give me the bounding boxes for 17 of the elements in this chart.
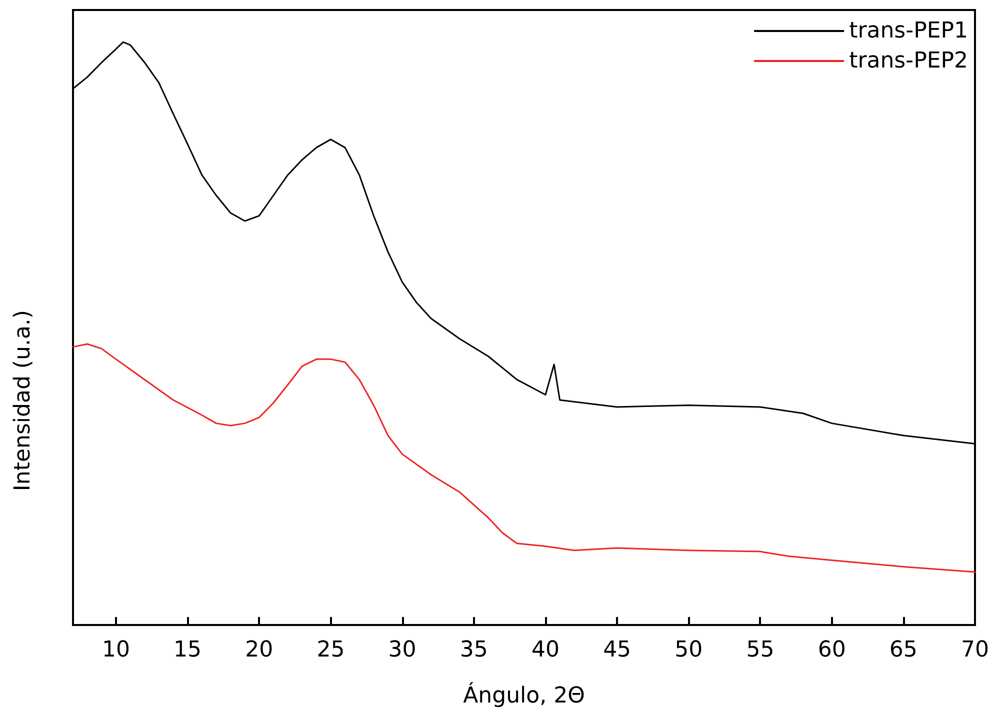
x-axis-title: Ángulo, 2Θ: [463, 682, 585, 708]
x-tick-label: 70: [961, 638, 989, 662]
y-axis-title: Intensidad (u.a.): [10, 310, 36, 492]
x-tick-label: 15: [174, 638, 202, 662]
x-tick-label: 65: [889, 638, 918, 662]
x-tick-label: 60: [818, 638, 846, 662]
x-tick-label: 55: [746, 638, 774, 662]
x-tick-label: 45: [603, 638, 632, 662]
x-tick-label: 40: [531, 638, 560, 662]
legend-label: trans-PEP1: [849, 18, 968, 44]
x-tick-label: 30: [388, 638, 416, 662]
x-tick-label: 10: [102, 638, 130, 662]
x-tick-label: 25: [316, 638, 345, 662]
x-tick-label: 35: [460, 638, 488, 662]
x-tick-label: 20: [245, 638, 274, 662]
legend-label: trans-PEP2: [849, 48, 968, 74]
x-tick-label: 50: [674, 638, 703, 662]
